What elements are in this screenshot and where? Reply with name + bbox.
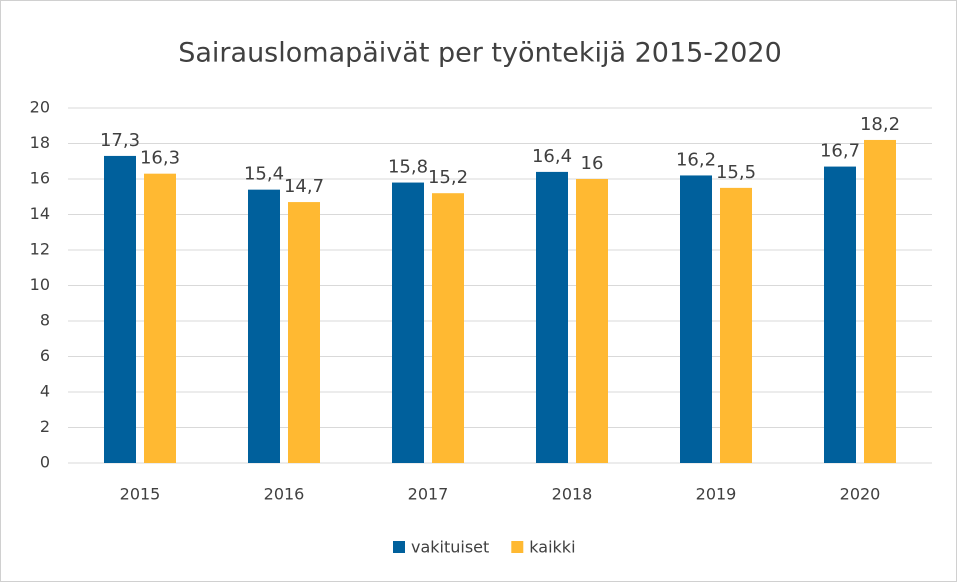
bar — [576, 179, 608, 463]
x-tick-label: 2018 — [552, 485, 593, 504]
bar — [104, 155, 136, 464]
y-tick-label: 18 — [30, 133, 50, 152]
bar — [432, 193, 464, 463]
legend-label: kaikki — [529, 538, 575, 557]
bar — [824, 166, 856, 463]
data-label: 14,7 — [284, 176, 324, 197]
y-tick-label: 2 — [40, 417, 50, 436]
legend-swatch — [511, 541, 524, 553]
x-tick-label: 2017 — [408, 485, 449, 504]
y-tick-label: 8 — [40, 311, 50, 330]
y-tick-label: 14 — [30, 204, 50, 223]
y-tick-label: 16 — [30, 169, 50, 188]
data-label: 16,7 — [820, 141, 860, 162]
data-label: 16,2 — [676, 149, 716, 170]
bar — [288, 202, 320, 463]
data-label: 16,4 — [532, 146, 572, 167]
data-label: 16 — [581, 153, 604, 174]
data-label: 16,3 — [140, 148, 180, 169]
legend-label: vakituiset — [411, 538, 489, 557]
x-tick-label: 2015 — [120, 485, 161, 504]
data-label: 17,3 — [100, 130, 140, 151]
bar — [144, 173, 176, 464]
legend-swatch — [393, 541, 405, 553]
x-tick-label: 2019 — [696, 485, 737, 504]
y-tick-label: 6 — [40, 346, 50, 365]
x-tick-label: 2016 — [264, 485, 305, 504]
data-label: 15,5 — [716, 162, 756, 183]
data-label: 15,4 — [244, 164, 284, 185]
data-label: 15,2 — [428, 167, 468, 188]
chart-title: Sairauslomapäivät per työntekijä 2015-20… — [178, 38, 782, 69]
bar — [720, 187, 752, 463]
bar — [680, 175, 712, 463]
y-tick-label: 0 — [40, 453, 50, 472]
y-tick-label: 4 — [40, 382, 50, 401]
y-tick-label: 20 — [30, 98, 50, 117]
x-tick-label: 2020 — [840, 485, 881, 504]
bar — [392, 182, 424, 464]
bar — [536, 171, 568, 463]
y-tick-label: 12 — [30, 240, 50, 259]
bar — [248, 189, 280, 463]
data-label: 15,8 — [388, 157, 428, 178]
data-label: 18,2 — [860, 114, 900, 135]
bar — [864, 139, 896, 463]
y-tick-label: 10 — [30, 275, 50, 294]
